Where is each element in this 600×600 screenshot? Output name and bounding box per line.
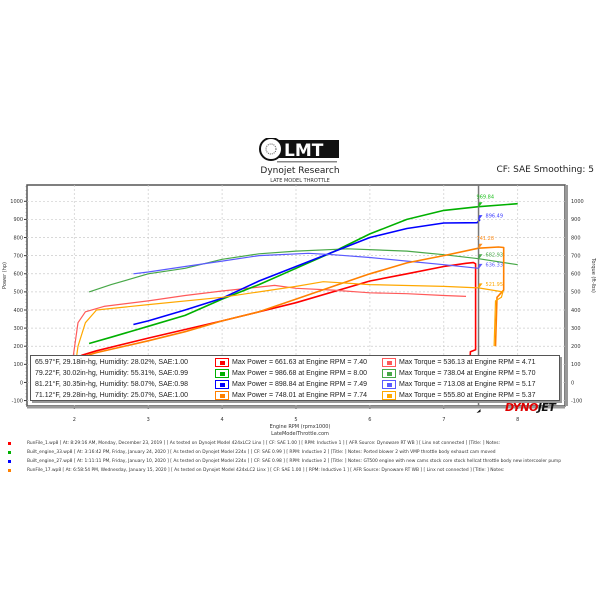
y-axis-label: Power (hp) (2, 262, 8, 289)
y-tick-label: 600 (13, 272, 23, 278)
legend-max-power: Max Power = 661.63 at Engine RPM = 7.40 (232, 359, 368, 366)
y2-tick-label: 900 (571, 217, 581, 223)
legend-conditions: 79.22°F, 30.02in-hg, Humidity: 55.31%, S… (35, 370, 189, 377)
bottom-axis-bar (27, 406, 565, 409)
run-note: RunFile_17.wp8 [ At: 6:58:54 PM, Wednesd… (27, 468, 505, 473)
cursor-marker-icon (476, 409, 481, 413)
y2-tick-label: 1000 (571, 199, 584, 205)
cursor-value-label: 896.49 (486, 214, 504, 220)
y2-tick-label: 300 (571, 326, 581, 332)
cursor-point-marker (478, 254, 483, 260)
lmt-logo: LMT (259, 138, 339, 163)
cf-smoothing-label: CF: SAE Smoothing: 5 (496, 165, 594, 175)
y2-tick-label: 0 (571, 380, 574, 386)
series-power-run-2 (133, 219, 481, 326)
y-tick-label: 100 (13, 362, 23, 368)
x-tick-label: 7 (442, 417, 445, 423)
run-note: RunFile_1.wp8 [ At: 8:29:16 AM, Monday, … (27, 441, 501, 446)
y2-tick-label: 600 (571, 272, 581, 278)
x-tick-label: 5 (294, 417, 297, 423)
legend-max-torque: Max Torque = 536.13 at Engine RPM = 4.71 (399, 359, 536, 366)
legend-conditions: 71.12°F, 29.28in-hg, Humidity: 25.07%, S… (35, 392, 189, 399)
run-color-dot (8, 451, 11, 454)
cursor-point-marker (478, 283, 483, 289)
x-axis-label: Engine RPM (rpmx1000) (269, 424, 331, 430)
torque-swatch (382, 369, 396, 378)
legend-max-torque: Max Torque = 713.08 at Engine RPM = 5.17 (399, 381, 536, 388)
cursor-value-label: 682.93 (486, 253, 504, 259)
legend-max-power: Max Power = 986.68 at Engine RPM = 8.00 (232, 370, 368, 377)
y-tick-label: 0 (20, 380, 23, 386)
cursor-point-marker (478, 243, 483, 249)
run-note: Built_engine_27.wp8 [ At: 1:11:11 PM, Fr… (27, 459, 561, 464)
series-torque-run-3 (70, 281, 504, 401)
series-torque-run-1 (88, 248, 518, 293)
run-color-dot (8, 460, 11, 463)
y-tick-label: 1000 (10, 199, 23, 205)
company-name: Dynojet Research (260, 166, 340, 176)
x-tick-label: 6 (368, 417, 371, 423)
y2-tick-label: 800 (571, 235, 581, 241)
y-tick-label: 800 (13, 235, 23, 241)
run-color-dot (8, 469, 11, 472)
x-tick-label: 2 (73, 417, 76, 423)
y-tick-label: 900 (13, 217, 23, 223)
cursor-point-marker (478, 215, 483, 220)
cursor-point-marker (478, 202, 483, 208)
series-power-run-0 (71, 261, 477, 401)
cursor-value-label: 741.28 (477, 236, 495, 242)
legend-conditions: 81.21°F, 30.35in-hg, Humidity: 58.07%, S… (35, 381, 189, 388)
y2-tick-label: -100 (571, 398, 582, 404)
run-note: Built_engine_33.wp8 [ At: 3:16:42 PM, Fr… (27, 450, 496, 455)
legend-box: 65.97°F, 29.18in-hg, Humidity: 28.02%, S… (30, 355, 560, 401)
company-subtitle: LATE MODEL THROTTLE (270, 178, 330, 184)
series-power-run-1 (88, 202, 518, 345)
run-color-dot (8, 442, 11, 445)
cursor-value-label: 969.84 (477, 195, 495, 201)
y-tick-label: -100 (12, 398, 23, 404)
y-tick-label: 200 (13, 344, 23, 350)
x-tick-label: 3 (147, 417, 150, 423)
x-tick-label: 8 (516, 417, 519, 423)
cursor-value-label: 636.33 (486, 262, 504, 268)
series-power-run-3 (71, 246, 505, 401)
power-swatch (215, 380, 229, 389)
dynojet-logo: DYNOJET (505, 401, 556, 414)
y2-tick-label: 200 (571, 344, 581, 350)
torque-swatch (382, 358, 396, 367)
power-swatch (215, 369, 229, 378)
legend-conditions: 65.97°F, 29.18in-hg, Humidity: 28.02%, S… (35, 359, 189, 366)
y-tick-label: 500 (13, 290, 23, 296)
cursor-value-label: 521.95 (486, 282, 504, 288)
legend-max-torque: Max Torque = 555.80 at Engine RPM = 5.37 (399, 392, 536, 399)
y2-tick-label: 400 (571, 308, 581, 314)
y-tick-label: 400 (13, 308, 23, 314)
svg-text:LMT: LMT (284, 141, 324, 161)
right-axis-bar (565, 185, 568, 406)
y2-tick-label: 500 (571, 290, 581, 296)
series-torque-run-0 (70, 284, 467, 401)
power-swatch (215, 391, 229, 400)
y-tick-label: 300 (13, 326, 23, 332)
y-tick-label: 700 (13, 253, 23, 259)
series-torque-run-2 (133, 252, 479, 275)
legend-max-torque: Max Torque = 738.04 at Engine RPM = 5.70 (399, 370, 536, 377)
torque-swatch (382, 380, 396, 389)
y2-tick-label: 100 (571, 362, 581, 368)
x-tick-label: 4 (221, 417, 224, 423)
y2-axis-label: Torque (ft-lbs) (590, 257, 596, 293)
website-label: LateModelThrottle.com (271, 431, 329, 437)
y2-tick-label: 700 (571, 253, 581, 259)
legend-max-power: Max Power = 898.84 at Engine RPM = 7.49 (232, 381, 368, 388)
cursor-point-marker (478, 263, 483, 269)
power-swatch (215, 358, 229, 367)
torque-swatch (382, 391, 396, 400)
legend-max-power: Max Power = 748.01 at Engine RPM = 7.74 (232, 392, 368, 399)
